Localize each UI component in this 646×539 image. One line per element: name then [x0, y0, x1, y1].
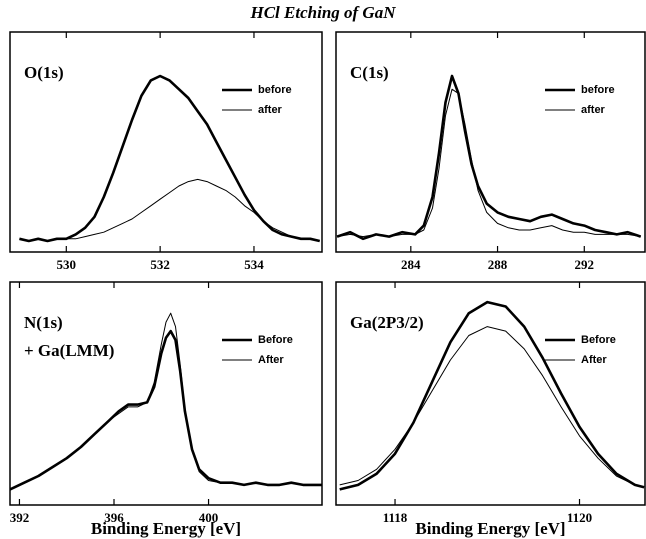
plot-frame — [335, 281, 646, 506]
x-tick-label: 1120 — [567, 510, 592, 525]
spectrum-line — [339, 326, 645, 488]
panel-label: N(1s) — [24, 313, 63, 332]
panel-label: C(1s) — [350, 63, 389, 82]
x-tick-label: 1118 — [383, 510, 408, 525]
x-tick-label: 284 — [401, 257, 421, 272]
x-tick-label: 392 — [10, 510, 30, 525]
x-tick-label: 396 — [104, 510, 124, 525]
legend-label: after — [581, 104, 606, 116]
legend-label: before — [258, 84, 292, 96]
spectrum-line — [339, 300, 645, 491]
legend-label: after — [258, 104, 283, 116]
legend-label: before — [581, 84, 615, 96]
spectrum-line — [9, 312, 322, 490]
x-tick-label: 288 — [488, 257, 508, 272]
panel-label: O(1s) — [24, 63, 64, 82]
legend-label: After — [581, 354, 607, 366]
legend-label: After — [258, 354, 284, 366]
legend-label: Before — [581, 334, 616, 346]
x-axis-label: Binding Energy [eV] — [415, 519, 565, 538]
panel-label: Ga(2P3/2) — [350, 313, 424, 332]
x-tick-label: 292 — [575, 257, 595, 272]
x-tick-label: 400 — [199, 510, 219, 525]
x-tick-label: 530 — [57, 257, 77, 272]
spectrum-line — [336, 74, 642, 241]
spectrum-line — [19, 178, 320, 242]
spectrum-line — [19, 74, 320, 243]
panel-label: + Ga(LMM) — [24, 341, 114, 360]
figure-title: HCl Etching of GaN — [250, 3, 397, 22]
x-tick-label: 534 — [244, 257, 264, 272]
plot-frame — [9, 281, 323, 506]
x-axis-label: Binding Energy [eV] — [91, 519, 241, 538]
spectrum-line — [337, 88, 641, 238]
plot-frame — [9, 31, 323, 253]
legend-label: Before — [258, 334, 293, 346]
plot-frame — [335, 31, 646, 253]
x-tick-label: 532 — [150, 257, 170, 272]
